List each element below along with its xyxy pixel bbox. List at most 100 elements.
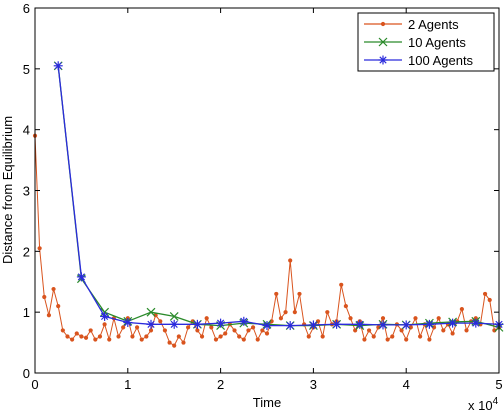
data-point-100-agents bbox=[192, 319, 202, 329]
data-point-2-agents bbox=[223, 331, 228, 336]
data-point-2-agents bbox=[288, 258, 293, 263]
y-tick-label: 1 bbox=[23, 305, 30, 320]
x-tick-label: 4 bbox=[403, 377, 410, 392]
data-point-2-agents bbox=[487, 297, 492, 303]
data-point-100-agents bbox=[401, 320, 411, 330]
x-tick-label: 0 bbox=[31, 377, 38, 392]
data-point-2-agents bbox=[107, 337, 112, 342]
data-point-2-agents bbox=[130, 334, 135, 339]
data-point-2-agents bbox=[404, 337, 409, 342]
data-point-100-agents bbox=[169, 319, 179, 329]
data-point-2-agents bbox=[204, 316, 209, 321]
x-tick-label: 1 bbox=[124, 377, 131, 392]
data-point-2-agents bbox=[297, 291, 302, 297]
data-point-2-agents bbox=[427, 337, 432, 342]
legend-entry: 10 Agents bbox=[364, 35, 466, 50]
y-axis-title: Distance from Equilibrium bbox=[0, 116, 15, 264]
data-point-2-agents bbox=[459, 307, 464, 312]
data-point-100-agents bbox=[471, 318, 481, 328]
data-point-2-agents bbox=[144, 334, 149, 339]
data-point-2-agents bbox=[37, 246, 42, 251]
data-point-2-agents bbox=[385, 337, 390, 342]
data-point-2-agents bbox=[148, 328, 154, 333]
data-point-2-agents bbox=[195, 328, 200, 333]
data-point-2-agents bbox=[51, 286, 56, 292]
y-tick-label: 4 bbox=[23, 123, 30, 138]
data-point-2-agents bbox=[274, 291, 279, 297]
data-point-2-agents bbox=[436, 316, 441, 321]
data-point-100-agents bbox=[146, 319, 156, 329]
y-tick-label: 6 bbox=[23, 1, 30, 16]
data-point-2-agents bbox=[264, 331, 270, 336]
series-layer bbox=[32, 61, 504, 348]
data-point-2-agents bbox=[65, 334, 70, 339]
data-point-2-agents bbox=[325, 310, 330, 315]
data-point-2-agents bbox=[250, 325, 256, 330]
data-point-2-agents bbox=[158, 319, 163, 324]
data-point-2-agents bbox=[292, 310, 297, 315]
data-point-2-agents bbox=[237, 334, 242, 339]
data-point-2-agents bbox=[348, 316, 353, 321]
data-point-2-agents bbox=[371, 334, 376, 339]
data-point-100-agents bbox=[239, 316, 249, 326]
x-multiplier-exponent: 4 bbox=[493, 396, 499, 407]
data-point-2-agents bbox=[172, 343, 177, 348]
data-point-2-agents bbox=[97, 334, 103, 339]
data-point-2-agents bbox=[255, 337, 260, 342]
data-point-2-agents bbox=[93, 337, 98, 342]
data-point-2-agents bbox=[162, 328, 168, 333]
data-point-100-agents bbox=[308, 320, 318, 330]
data-point-2-agents bbox=[241, 337, 246, 342]
data-point-100-agents bbox=[76, 272, 86, 282]
data-point-2-agents bbox=[482, 291, 488, 297]
data-point-2-agents bbox=[283, 310, 288, 315]
data-point-100-agents bbox=[448, 318, 458, 328]
data-point-2-agents bbox=[260, 328, 265, 333]
y-tick-label: 0 bbox=[23, 366, 30, 381]
data-point-2-agents bbox=[362, 337, 367, 342]
data-point-10-agents bbox=[169, 312, 179, 321]
data-point-2-agents bbox=[450, 331, 455, 336]
legend-marker bbox=[380, 21, 386, 27]
data-point-2-agents bbox=[213, 337, 219, 342]
series-100-agents bbox=[53, 61, 504, 331]
y-tick-label: 5 bbox=[23, 62, 30, 77]
legend-label: 100 Agents bbox=[408, 53, 474, 68]
data-point-2-agents bbox=[278, 316, 284, 321]
data-point-2-agents bbox=[176, 334, 181, 339]
data-point-2-agents bbox=[339, 282, 344, 287]
data-point-2-agents bbox=[167, 340, 172, 345]
data-point-2-agents bbox=[60, 328, 65, 333]
data-point-100-agents bbox=[100, 311, 110, 321]
data-point-100-agents bbox=[378, 320, 388, 330]
data-point-2-agents bbox=[134, 325, 140, 330]
x-tick-label: 2 bbox=[217, 377, 224, 392]
data-point-2-agents bbox=[418, 334, 423, 339]
data-point-2-agents bbox=[186, 325, 191, 330]
data-point-100-agents bbox=[355, 319, 365, 329]
legend-label: 2 Agents bbox=[408, 17, 459, 32]
data-point-2-agents bbox=[366, 328, 372, 333]
data-point-100-agents bbox=[123, 318, 133, 328]
data-point-2-agents bbox=[181, 340, 186, 345]
data-point-100-agents bbox=[262, 321, 272, 331]
data-point-2-agents bbox=[343, 303, 348, 309]
data-point-100-agents bbox=[285, 321, 295, 331]
data-point-2-agents bbox=[56, 303, 61, 309]
data-point-2-agents bbox=[232, 328, 237, 333]
data-point-2-agents bbox=[218, 334, 223, 339]
data-point-2-agents bbox=[399, 328, 404, 333]
data-point-2-agents bbox=[390, 334, 395, 339]
data-point-2-agents bbox=[441, 328, 446, 333]
data-point-100-agents bbox=[53, 61, 63, 71]
data-point-2-agents bbox=[79, 334, 84, 339]
data-point-2-agents bbox=[83, 335, 89, 340]
x-multiplier: x 104 bbox=[468, 396, 499, 413]
data-point-100-agents bbox=[424, 319, 434, 329]
data-point-100-agents bbox=[332, 319, 342, 329]
data-point-2-agents bbox=[320, 334, 325, 339]
data-point-2-agents bbox=[46, 313, 52, 318]
data-point-2-agents bbox=[139, 337, 144, 342]
data-point-2-agents bbox=[464, 328, 469, 333]
